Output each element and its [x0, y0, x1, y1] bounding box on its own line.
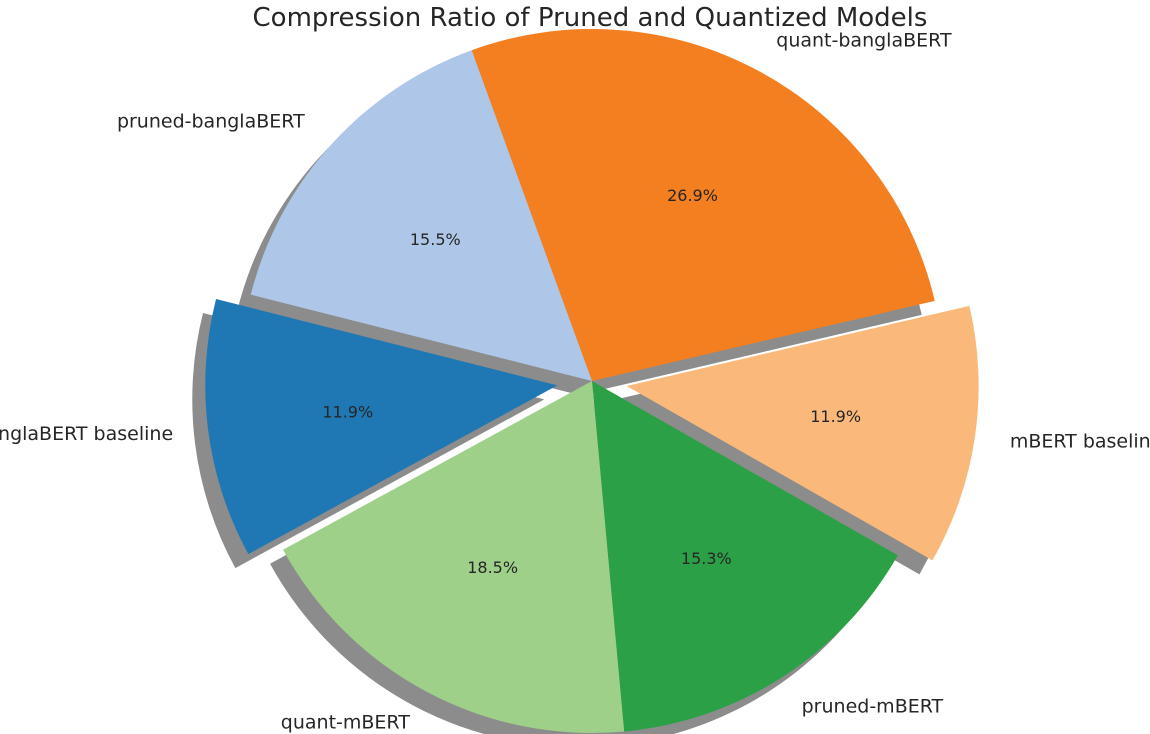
slice-mbert-baseline [626, 305, 979, 561]
slice-quant-banglabert [471, 29, 935, 382]
slice-label-pruned-mbert: pruned-mBERT [802, 696, 944, 718]
slice-percent-banglabert-baseline: 11.9% [322, 402, 373, 421]
slice-percent-pruned-banglabert: 15.5% [410, 230, 461, 249]
slice-banglabert-baseline [205, 299, 558, 555]
slice-percent-mbert-baseline: 11.9% [810, 407, 861, 426]
slice-label-quant-mbert: quant-mBERT [281, 712, 410, 734]
slice-pruned-banglabert [250, 50, 592, 381]
chart-title: Compression Ratio of Pruned and Quantize… [253, 3, 928, 33]
slice-percent-quant-mbert: 18.5% [467, 558, 518, 577]
slice-label-quant-banglabert: quant-banglaBERT [776, 29, 952, 51]
slice-labels: 26.9% quant-banglaBERT 11.9% mBERT baseline… [0, 29, 1150, 733]
slice-label-pruned-banglabert: pruned-banglaBERT [117, 110, 305, 132]
slice-percent-quant-banglabert: 26.9% [667, 186, 718, 205]
slice-pruned-mbert [592, 381, 898, 732]
slice-label-mbert-baseline: mBERT baseline [1010, 431, 1150, 453]
slices [205, 29, 979, 733]
slice-percent-pruned-mbert: 15.3% [681, 549, 732, 568]
slice-label-banglabert-baseline: banglaBERT baseline [0, 423, 173, 445]
slice-quant-mbert [283, 381, 625, 733]
